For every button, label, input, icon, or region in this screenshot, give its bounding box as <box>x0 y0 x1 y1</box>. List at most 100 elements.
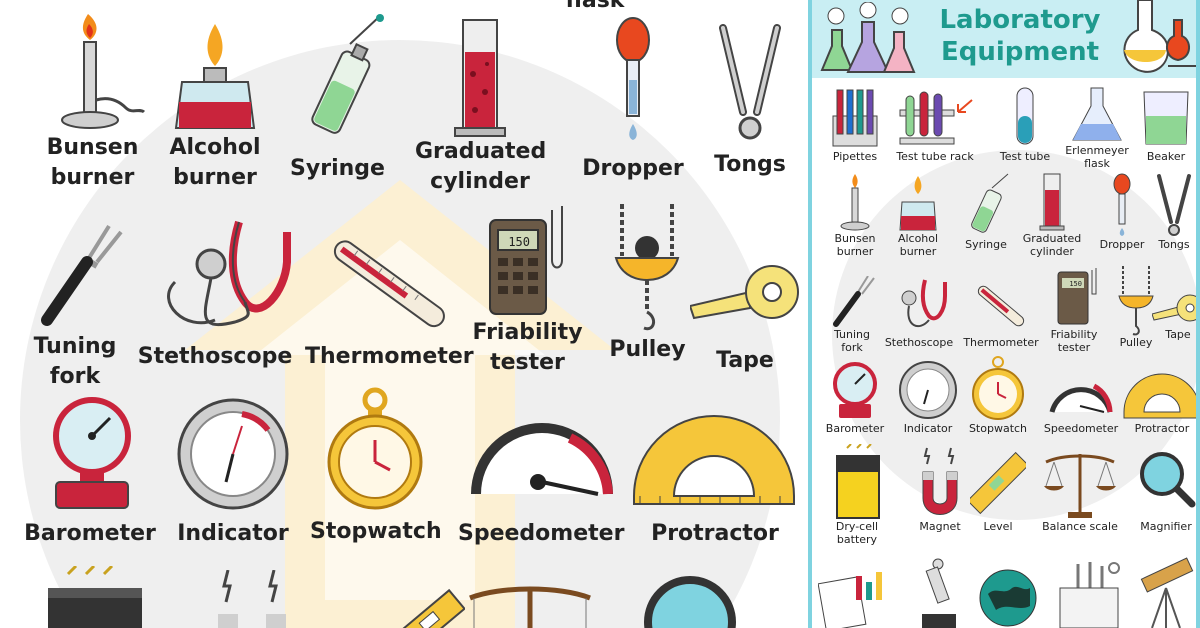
magnet-icon <box>218 570 286 628</box>
label-flask-cut: flask <box>565 0 625 13</box>
toolkit-icon <box>1059 562 1120 628</box>
barometer-icon <box>53 397 131 509</box>
beaker-icon <box>1143 91 1189 145</box>
poster-item-indicator: Indicator <box>890 360 966 435</box>
poster-item-tongs: Tongs <box>1148 172 1196 251</box>
dropper-icon <box>616 17 650 140</box>
item-stopwatch: Stopwatch <box>310 386 442 547</box>
poster-item-alcohol-burner: Alcohol burner <box>880 172 956 258</box>
tuning-fork-icon <box>833 276 875 327</box>
svg-text:150: 150 <box>508 235 530 249</box>
pipettes-icon <box>832 89 878 147</box>
item-stethoscope: Stethoscope <box>135 212 295 372</box>
poster-item-beaker: Beaker <box>1132 86 1196 163</box>
thermometer-icon <box>333 240 445 328</box>
magnifier-icon <box>1140 452 1196 508</box>
graduated-cylinder-icon <box>1039 173 1065 231</box>
bunsen-burner-icon <box>61 14 145 129</box>
poster-item-test-tube: Test tube <box>986 86 1064 163</box>
poster-item-dry-cell-battery: Dry-cell battery <box>816 444 898 546</box>
zoomed-detail-panel: flask Bunsen burner Alcohol burner <box>20 0 800 628</box>
poster-item-barometer: Barometer <box>816 360 894 435</box>
dry-cell-battery-icon <box>48 566 142 628</box>
item-syringe: Syringe <box>290 14 385 184</box>
chart-board-icon <box>818 572 882 628</box>
item-friability-tester: 150 Friability tester <box>470 200 585 378</box>
item-tuning-fork: Tuning fork <box>25 222 125 392</box>
item-alcohol-burner: Alcohol burner <box>160 20 270 193</box>
item-barometer: Barometer <box>20 396 160 549</box>
poster-item-balance-scale: Balance scale <box>1030 446 1130 533</box>
friability-tester-icon: 150 <box>1057 268 1097 325</box>
flasks-illustration-icon <box>820 2 916 73</box>
friability-tester-icon: 150 <box>489 206 563 315</box>
poster-item-speedometer: Speedometer <box>1036 360 1126 435</box>
alcohol-burner-icon <box>899 176 937 231</box>
syringe-icon <box>311 14 384 134</box>
item-bunsen-burner: Bunsen burner <box>40 8 145 193</box>
item-pulley: Pulley <box>600 200 695 365</box>
poster-item-magnifier: Magnifier <box>1128 446 1196 533</box>
boiling-flask-illustration-icon <box>1123 0 1196 73</box>
barometer-icon <box>833 362 877 418</box>
poster-item-tuning-fork: Tuning fork <box>816 276 888 354</box>
poster-item-stopwatch: Stopwatch <box>958 356 1038 435</box>
bunsen-burner-icon <box>840 174 870 231</box>
globe-icon <box>979 569 1037 627</box>
alcohol-burner-icon <box>174 24 256 129</box>
pulley-icon <box>614 204 680 331</box>
poster-item-pipettes: Pipettes <box>816 86 894 163</box>
stethoscope-icon <box>167 220 291 327</box>
item-graduated-cylinder: Graduated cylinder <box>415 14 546 197</box>
telescope-icon <box>1140 557 1194 628</box>
level-icon <box>395 588 465 628</box>
test-tube-rack-icon <box>899 91 973 145</box>
tape-icon <box>690 265 799 320</box>
magnet-icon <box>922 447 958 515</box>
item-thermometer: Thermometer <box>305 222 474 372</box>
poster-item-magnet: Magnet <box>908 446 972 533</box>
microscope-icon <box>922 558 956 628</box>
protractor-icon <box>633 415 795 505</box>
poster-item-friability-tester: 150 Friability tester <box>1038 264 1110 354</box>
indicator-icon <box>899 361 957 419</box>
svg-text:150: 150 <box>1069 280 1082 288</box>
speedometer-icon <box>471 423 613 496</box>
dry-cell-battery-icon <box>836 444 880 519</box>
poster-item-erlenmeyer-flask: Erlenmeyer flask <box>1058 86 1136 170</box>
poster-item-tape: Tape <box>1152 290 1196 341</box>
tuning-fork-icon <box>41 224 123 326</box>
pulley-icon <box>1118 266 1154 336</box>
item-dropper: Dropper <box>578 14 688 184</box>
dropper-icon <box>1113 173 1131 236</box>
magnifier-icon <box>644 576 736 628</box>
poster-item-level: Level <box>968 446 1028 533</box>
item-protractor: Protractor <box>630 404 800 549</box>
thermometer-icon <box>977 285 1025 327</box>
item-speedometer: Speedometer <box>458 398 624 549</box>
balance-scale-icon <box>469 586 591 628</box>
poster-item-thermometer: Thermometer <box>958 276 1044 349</box>
tongs-icon <box>1157 174 1191 236</box>
item-indicator: Indicator <box>168 396 298 549</box>
poster-item-bunsen-burner: Bunsen burner <box>816 172 894 258</box>
indicator-icon <box>177 398 289 510</box>
poster-item-dropper: Dropper <box>1090 172 1154 251</box>
protractor-icon <box>1123 373 1196 419</box>
level-icon <box>970 451 1026 515</box>
erlenmeyer-flask-icon <box>1072 87 1122 141</box>
speedometer-icon <box>1049 383 1113 413</box>
poster-item-pulley: Pulley <box>1108 264 1164 349</box>
test-tube-icon <box>1016 87 1034 145</box>
poster-item-syringe: Syringe <box>950 172 1022 251</box>
item-tongs: Tongs <box>705 22 795 180</box>
stopwatch-icon <box>327 387 423 510</box>
poster-item-test-tube-rack: Test tube rack <box>894 86 976 163</box>
poster-item-graduated-cylinder: Graduated cylinder <box>1012 172 1092 258</box>
stopwatch-icon <box>972 356 1024 420</box>
poster-header: Laboratory Equipment <box>812 0 1196 78</box>
poster-item-protractor: Protractor <box>1120 360 1196 435</box>
balance-scale-icon <box>1044 454 1116 518</box>
panel-divider <box>800 0 808 628</box>
syringe-icon <box>971 173 1009 233</box>
